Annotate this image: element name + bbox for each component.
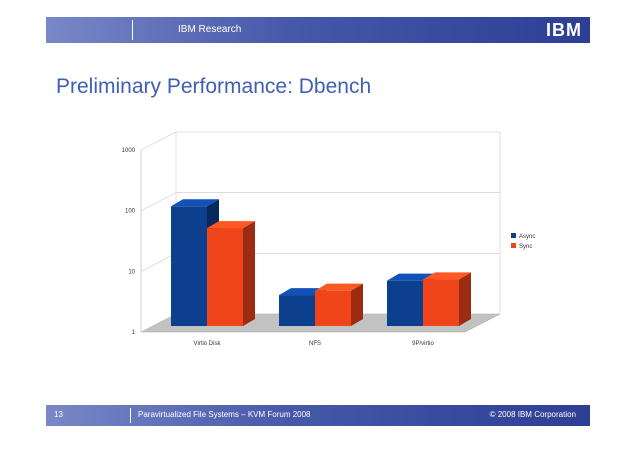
bar-front [171,206,207,326]
ibm-logo: IBM [546,20,582,40]
bar-sync-0 [207,221,255,326]
y-tick-label: 1 [132,330,136,336]
y-tick-label: 1000 [122,148,136,154]
footer-text: Paravirtualized File Systems – KVM Forum… [138,410,311,419]
legend-label-sync: Sync [519,244,532,250]
header-divider [132,20,133,40]
copyright: © 2008 IBM Corporation [489,410,576,419]
bar-top [387,273,435,281]
gridline-side [140,192,177,211]
bar-front [423,279,459,326]
bar-top [423,272,471,280]
bar-front [387,280,423,326]
bar-front [207,228,243,326]
y-tick-label: 10 [128,269,135,275]
gridline-side [140,253,177,272]
slide-title: Preliminary Performance: Dbench [56,75,372,98]
bar-sync-2 [423,272,471,326]
bar-front [279,295,315,326]
legend-label-async: Async [519,234,535,240]
bar-top [207,221,255,229]
bar-front [315,290,351,326]
gridline-side [140,131,177,151]
y-axis-ticks: 1 10 100 1000 [122,148,136,336]
bar-side [243,221,255,326]
legend-swatch-sync [511,243,516,248]
page-number: 13 [54,410,63,419]
category-label: 9P/virtio [412,341,434,347]
category-label: Virtio Disk [194,341,222,347]
bar-sync-1 [315,283,363,326]
chart-bars [171,199,471,326]
category-label: NFS [309,341,321,347]
header-title: IBM Research [178,24,242,35]
x-axis-categories: Virtio Disk NFS 9P/virtio [194,341,435,347]
gridline-side [140,313,177,333]
bar-top [171,199,219,207]
footer-divider [130,408,131,423]
y-tick-label: 100 [125,209,136,215]
chart-legend: Async Sync [511,233,535,250]
header-band: IBM Research IBM [46,17,590,43]
legend-swatch-async [511,233,516,238]
footer-band: 13 Paravirtualized File Systems – KVM Fo… [46,405,590,426]
bar-side [459,272,471,326]
bar-top [315,283,363,291]
bar-side [351,283,363,326]
